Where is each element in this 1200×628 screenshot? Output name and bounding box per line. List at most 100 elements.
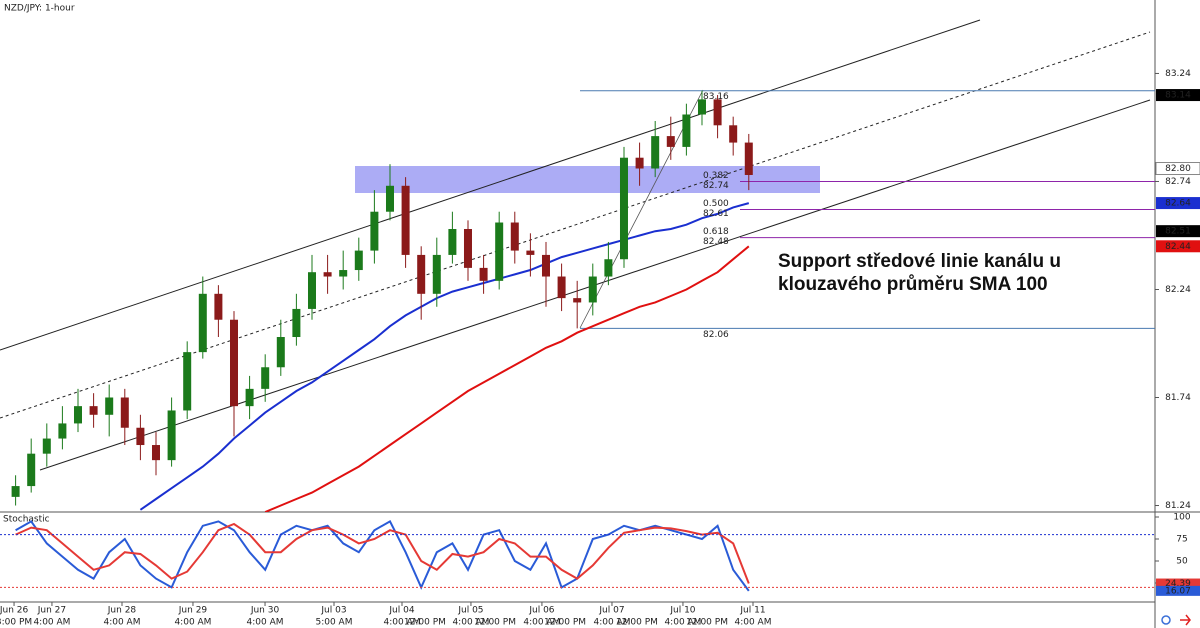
- x-tick-label: Jun 28: [107, 606, 137, 616]
- candle-body: [479, 267, 488, 281]
- candle-body: [73, 406, 82, 424]
- candle-body: [541, 254, 550, 277]
- x-tick-label: Jun 26: [0, 606, 28, 616]
- main-pane: [11, 90, 1155, 512]
- x-tick-label: Jul 06: [528, 606, 554, 616]
- candle-body: [417, 254, 426, 294]
- channel-mid: [0, 31, 1151, 419]
- candle-body: [105, 397, 114, 415]
- candle-body: [666, 136, 675, 147]
- candle-body: [573, 298, 582, 303]
- candle-body: [713, 99, 722, 126]
- candle-body: [261, 367, 270, 389]
- candle-body: [42, 438, 51, 454]
- toolbar-icons[interactable]: [1161, 614, 1191, 626]
- stoch-title: Stochastic: [3, 515, 50, 525]
- x-time-label: 4:00 AM: [523, 618, 560, 628]
- stoch-marker-label: 24.39: [1165, 579, 1191, 589]
- candle-body: [557, 276, 566, 299]
- candle-body: [214, 293, 223, 320]
- stoch-line: [15, 520, 750, 592]
- y-tick-label: 82.24: [1165, 285, 1191, 295]
- candle-body: [120, 397, 129, 428]
- x-time-label: 4:00 AM: [247, 618, 284, 628]
- candle-body: [495, 222, 504, 281]
- resistance-zone: [355, 166, 820, 193]
- x-time-label: 4:00 AM: [452, 618, 489, 628]
- fib-ratio: 0.382: [703, 171, 729, 181]
- level-label: 83.16: [703, 92, 729, 102]
- candle-body: [526, 250, 535, 255]
- candle-body: [651, 136, 660, 169]
- candle-body: [682, 114, 691, 147]
- moving-average: [264, 245, 750, 512]
- candle-body: [619, 157, 628, 260]
- level-label: 82.06: [703, 330, 729, 340]
- candle-body: [635, 157, 644, 169]
- y-tick-label: 81.24: [1165, 501, 1191, 511]
- price-marker-label: 82.80: [1165, 164, 1191, 174]
- fib-price: 82.74: [703, 181, 729, 191]
- price-marker-label: 82.64: [1165, 199, 1191, 209]
- annotation: klouzavého průměru SMA 100: [778, 274, 1048, 295]
- y-tick-label: 83.24: [1165, 69, 1191, 79]
- candle-body: [432, 254, 441, 294]
- candle-body: [370, 211, 379, 251]
- y-tick-label: 82.74: [1165, 177, 1191, 187]
- candle-body: [323, 272, 332, 277]
- x-tick-label: Jul 10: [669, 606, 695, 616]
- candle-body: [136, 427, 145, 446]
- fib-ratio: 0.618: [703, 227, 729, 237]
- fib-price: 82.48: [703, 237, 729, 247]
- icon[interactable]: [1180, 614, 1191, 626]
- x-time-label: 4:00 AM: [174, 618, 211, 628]
- price-marker: [1156, 225, 1200, 238]
- x-time-label: 4:00 AM: [734, 618, 771, 628]
- candle-body: [167, 410, 176, 461]
- x-time-label: 4:00 AM: [103, 618, 140, 628]
- title-bg: [1, 1, 91, 14]
- x-tick-label: Jun 30: [250, 606, 280, 616]
- candle-body: [401, 185, 410, 255]
- candle-body: [604, 259, 613, 277]
- moving-average: [139, 202, 750, 511]
- stoch-line: [15, 522, 750, 584]
- candle-body: [151, 445, 160, 461]
- stoch-tick-label: 50: [1176, 557, 1188, 567]
- x-time-label: 4:00 AM: [593, 618, 630, 628]
- icon[interactable]: [1161, 615, 1171, 625]
- x-time-label: 4:00 AM: [664, 618, 701, 628]
- price-marker: [1156, 240, 1200, 253]
- chart-title: NZD/JPY: 1-hour: [4, 4, 75, 14]
- x-tick-label: Jun 27: [37, 606, 66, 616]
- x-tick-label: Jun 29: [178, 606, 208, 616]
- candle-body: [448, 228, 457, 255]
- x-tick-label: Jul 07: [598, 606, 624, 616]
- x-tick-label: Jul 11: [739, 606, 765, 616]
- x-time-label: 5:00 AM: [315, 618, 352, 628]
- candle-body: [245, 388, 254, 407]
- fib-price: 82.61: [703, 209, 729, 219]
- stoch-title-bg: [1, 513, 41, 524]
- candle-body: [697, 99, 706, 115]
- candle-body: [11, 486, 20, 497]
- price-marker: [1156, 197, 1200, 210]
- y-tick-label: 81.74: [1165, 393, 1191, 403]
- candle-body: [510, 222, 519, 251]
- x-tick-label: Jul 04: [388, 606, 414, 616]
- stoch-marker: [1156, 585, 1200, 596]
- x-tick-label: Jul 03: [320, 606, 346, 616]
- candle-body: [385, 185, 394, 212]
- candle-body: [229, 319, 238, 407]
- stoch-tick-label: 100: [1173, 513, 1190, 523]
- price-marker: [1156, 89, 1200, 102]
- candle-body: [307, 272, 316, 309]
- price-marker: [1155, 162, 1200, 176]
- annotation: Support středové linie kanálu u: [778, 251, 1061, 272]
- price-marker-label: 82.51: [1165, 227, 1191, 237]
- candle-body: [89, 406, 98, 415]
- x-time-label: 12:00 PM: [544, 618, 586, 628]
- x-time-label: 12:00 PM: [616, 618, 658, 628]
- candle-body: [292, 308, 301, 338]
- price-marker-label: 82.44: [1165, 242, 1191, 252]
